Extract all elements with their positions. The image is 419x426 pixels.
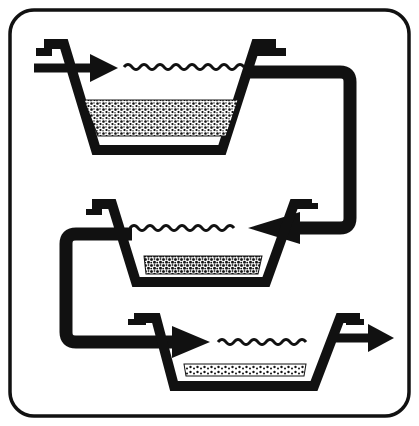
upper-basin-outline xyxy=(44,39,276,155)
middle-water-surface xyxy=(128,224,236,232)
upper-sediment xyxy=(83,99,239,137)
middle-sediment xyxy=(143,255,263,275)
outflow-arrow-icon xyxy=(336,324,394,352)
lower-basin-outline xyxy=(134,313,360,391)
lower-water-surface xyxy=(216,338,308,346)
flow-pipe-middle-to-lower xyxy=(59,227,210,358)
middle-basin-rim xyxy=(86,203,318,215)
upper-water-surface xyxy=(122,63,246,71)
upper-basin xyxy=(36,39,286,155)
middle-basin-outline xyxy=(92,199,312,287)
lower-basin xyxy=(128,313,364,391)
lower-sediment xyxy=(183,363,307,377)
flow-arrow-icon xyxy=(172,326,210,358)
inflow-arrow-icon xyxy=(34,54,118,82)
middle-basin xyxy=(86,199,318,287)
